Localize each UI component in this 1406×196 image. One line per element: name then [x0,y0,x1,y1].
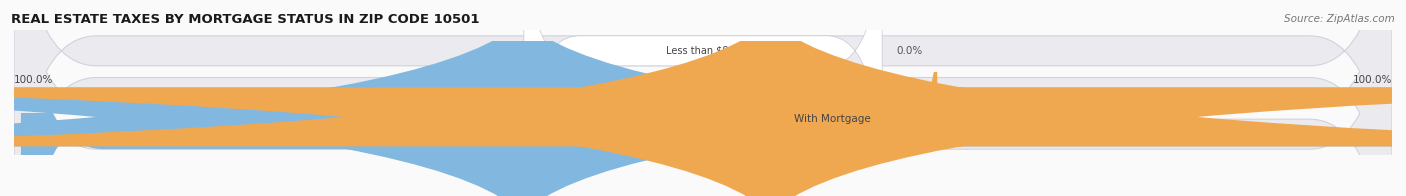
Text: $800 to $1,499: $800 to $1,499 [675,86,731,99]
Text: 100.0%: 100.0% [471,129,510,139]
Text: 100.0%: 100.0% [1353,75,1392,85]
FancyBboxPatch shape [524,0,882,196]
Text: 0.0%: 0.0% [484,46,510,56]
FancyBboxPatch shape [14,0,1392,196]
Text: 100.0%: 100.0% [14,75,53,85]
Text: Source: ZipAtlas.com: Source: ZipAtlas.com [1284,15,1395,24]
Text: Less than $800: Less than $800 [665,46,741,56]
Text: Without Mortgage: Without Mortgage [546,113,640,123]
Text: 0.0%: 0.0% [896,129,922,139]
FancyBboxPatch shape [14,0,1392,196]
Text: 4.0%: 4.0% [896,87,922,97]
Text: With Mortgage: With Mortgage [794,113,870,123]
Text: 0.0%: 0.0% [896,46,922,56]
Text: $800 to $1,499: $800 to $1,499 [675,128,731,141]
FancyBboxPatch shape [14,0,1392,196]
Text: 0.0%: 0.0% [484,87,510,97]
FancyBboxPatch shape [21,0,524,196]
Text: REAL ESTATE TAXES BY MORTGAGE STATUS IN ZIP CODE 10501: REAL ESTATE TAXES BY MORTGAGE STATUS IN … [11,13,479,26]
FancyBboxPatch shape [882,24,938,161]
FancyBboxPatch shape [524,0,882,196]
FancyBboxPatch shape [524,0,882,196]
